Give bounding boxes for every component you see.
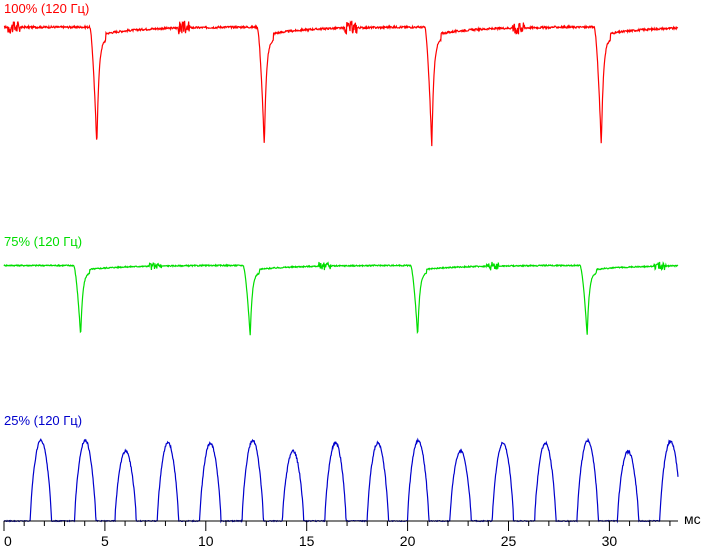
x-axis-unit-label: мс xyxy=(684,511,701,527)
x-tick-label: 15 xyxy=(299,533,315,549)
series-line-25 xyxy=(3,437,679,524)
x-tick-label: 30 xyxy=(602,533,618,549)
x-tick-label: 20 xyxy=(400,533,416,549)
series-line-75 xyxy=(3,261,679,336)
x-tick-label: 0 xyxy=(4,533,12,549)
series-label-100: 100% (120 Гц) xyxy=(4,1,89,16)
x-tick-label: 25 xyxy=(501,533,517,549)
series-label-25: 25% (120 Гц) xyxy=(4,413,82,428)
x-tick-label: 10 xyxy=(198,533,214,549)
x-tick-label: 5 xyxy=(101,533,109,549)
series-label-75: 75% (120 Гц) xyxy=(4,234,82,249)
series-line-100 xyxy=(3,20,679,147)
x-axis-ticks: 0 5 10 15 20 25 30 xyxy=(3,521,671,549)
